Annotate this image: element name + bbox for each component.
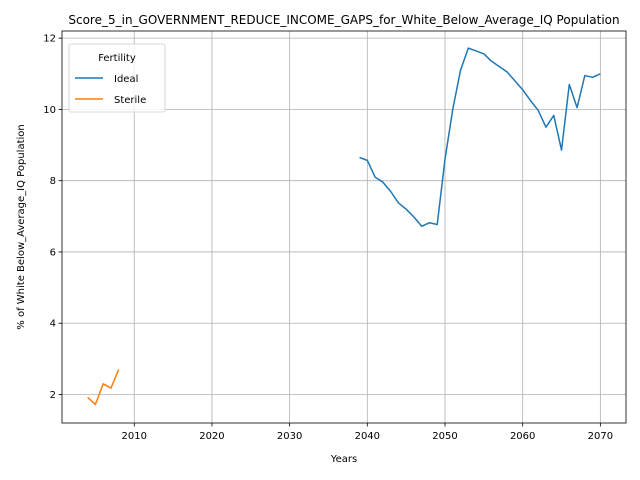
y-axis-label: % of White Below_Average_IQ Population (16, 124, 27, 329)
x-axis-label: Years (330, 454, 357, 465)
y-tick-label: 6 (50, 247, 56, 258)
y-axis-ticks: 2 4 6 8 10 12 (43, 34, 62, 401)
plot-frame (61, 30, 627, 424)
x-tick-label: 2070 (588, 431, 613, 442)
series-lines (87, 47, 601, 406)
legend-box (68, 43, 166, 113)
x-tick-label: 2040 (355, 431, 380, 442)
x-axis-ticks: 2010 2020 2030 2040 2050 2060 2070 (122, 423, 613, 442)
y-tick-label: 2 (50, 390, 56, 401)
chart-title: Score_5_in_GOVERNMENT_REDUCE_INCOME_GAPS… (68, 13, 619, 27)
x-tick-label: 2050 (432, 431, 457, 442)
y-tick-label: 4 (50, 319, 56, 330)
x-tick-label: 2020 (199, 431, 224, 442)
series-line-ideal (359, 47, 601, 228)
series-line-sterile (87, 369, 120, 406)
y-tick-label: 8 (50, 176, 56, 187)
legend-label-ideal: Ideal (114, 74, 138, 85)
legend-title: Fertility (98, 53, 136, 64)
legend: Fertility Ideal Sterile (68, 43, 166, 113)
x-tick-label: 2010 (122, 431, 147, 442)
legend-label-sterile: Sterile (114, 95, 146, 106)
y-tick-label: 12 (43, 34, 56, 45)
y-tick-label: 10 (43, 105, 56, 116)
x-tick-label: 2030 (277, 431, 302, 442)
x-tick-label: 2060 (510, 431, 535, 442)
